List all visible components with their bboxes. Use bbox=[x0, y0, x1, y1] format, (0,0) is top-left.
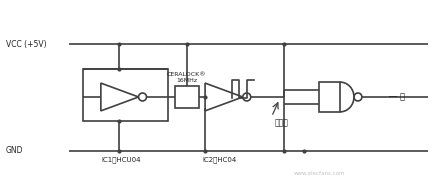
Text: www.elecfans.com: www.elecfans.com bbox=[293, 171, 345, 176]
Text: VCC (+5V): VCC (+5V) bbox=[6, 40, 46, 49]
Bar bbox=[175, 86, 199, 108]
Text: IC1：HCU04: IC1：HCU04 bbox=[101, 156, 140, 163]
Bar bbox=[319, 82, 340, 112]
Text: CERALOCK®
16MHz: CERALOCK® 16MHz bbox=[167, 72, 206, 83]
Text: ― 高: ― 高 bbox=[389, 92, 405, 101]
Text: GND: GND bbox=[6, 146, 23, 155]
Text: 测量点: 测量点 bbox=[275, 119, 289, 128]
Text: IC2：HC04: IC2：HC04 bbox=[203, 156, 237, 163]
Bar bbox=[83, 69, 168, 121]
